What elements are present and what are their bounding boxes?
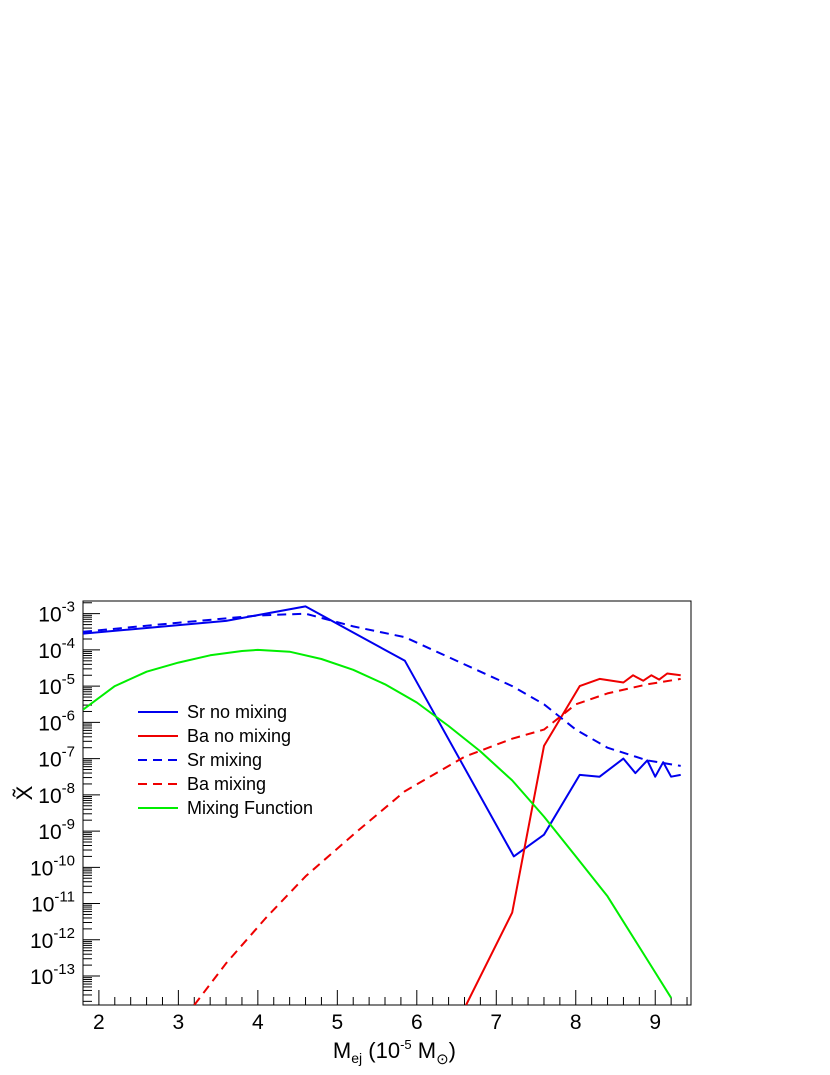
x-tick-label: 7 xyxy=(490,1011,502,1034)
y-tick-label: 10-8 xyxy=(38,780,75,808)
x-tick-label: 9 xyxy=(649,1011,661,1034)
plot-frame xyxy=(82,600,692,1006)
legend-label: Ba mixing xyxy=(187,774,266,794)
x-tick-label: 2 xyxy=(93,1011,105,1034)
legend-label: Sr mixing xyxy=(187,750,262,770)
y-tick-label: 10-4 xyxy=(38,635,75,663)
legend-label: Ba no mixing xyxy=(187,726,291,746)
x-tick-label: 6 xyxy=(411,1011,423,1034)
y-tick-label: 10-12 xyxy=(30,925,75,953)
legend-label: Mixing Function xyxy=(187,798,313,818)
series-line-ba-mixing xyxy=(193,677,681,1005)
series-line-sr-mixing xyxy=(83,612,681,767)
y-tick-label: 10-5 xyxy=(38,671,75,699)
x-tick-label: 5 xyxy=(331,1011,343,1034)
legend-label: Sr no mixing xyxy=(187,702,287,722)
y-tick-label: 10-6 xyxy=(38,707,75,735)
x-tick-label: 3 xyxy=(173,1011,185,1034)
y-tick-label: 10-7 xyxy=(38,744,75,772)
x-tick-label: 8 xyxy=(570,1011,582,1034)
y-tick-label: 10-10 xyxy=(30,852,75,880)
x-axis-title: Mej (10-5 M⊙) xyxy=(333,1037,456,1068)
y-tick-label: 10-3 xyxy=(38,599,75,627)
series-line-ba-no-mixing xyxy=(465,672,681,1005)
y-tick-label: 10-13 xyxy=(30,961,75,989)
series-line-sr-no-mixing xyxy=(83,605,681,858)
series-line-mixing-function xyxy=(83,648,672,999)
y-tick-label: 10-9 xyxy=(38,816,75,844)
legend: Sr no mixing Ba no mixing Sr mixing Ba mixi… xyxy=(138,702,313,818)
series-layer xyxy=(83,605,681,1005)
y-axis-title: X̃ xyxy=(12,785,37,800)
y-axis-ticks: 10-13 10-12 10-11 10-10 10-9 10-8 10-7 10-6 10-5… xyxy=(30,599,100,1002)
x-axis-ticks: 2 3 4 5 6 7 8 9 xyxy=(82,990,688,1034)
y-tick-label: 10-11 xyxy=(31,889,75,917)
x-tick-label: 4 xyxy=(252,1011,264,1034)
